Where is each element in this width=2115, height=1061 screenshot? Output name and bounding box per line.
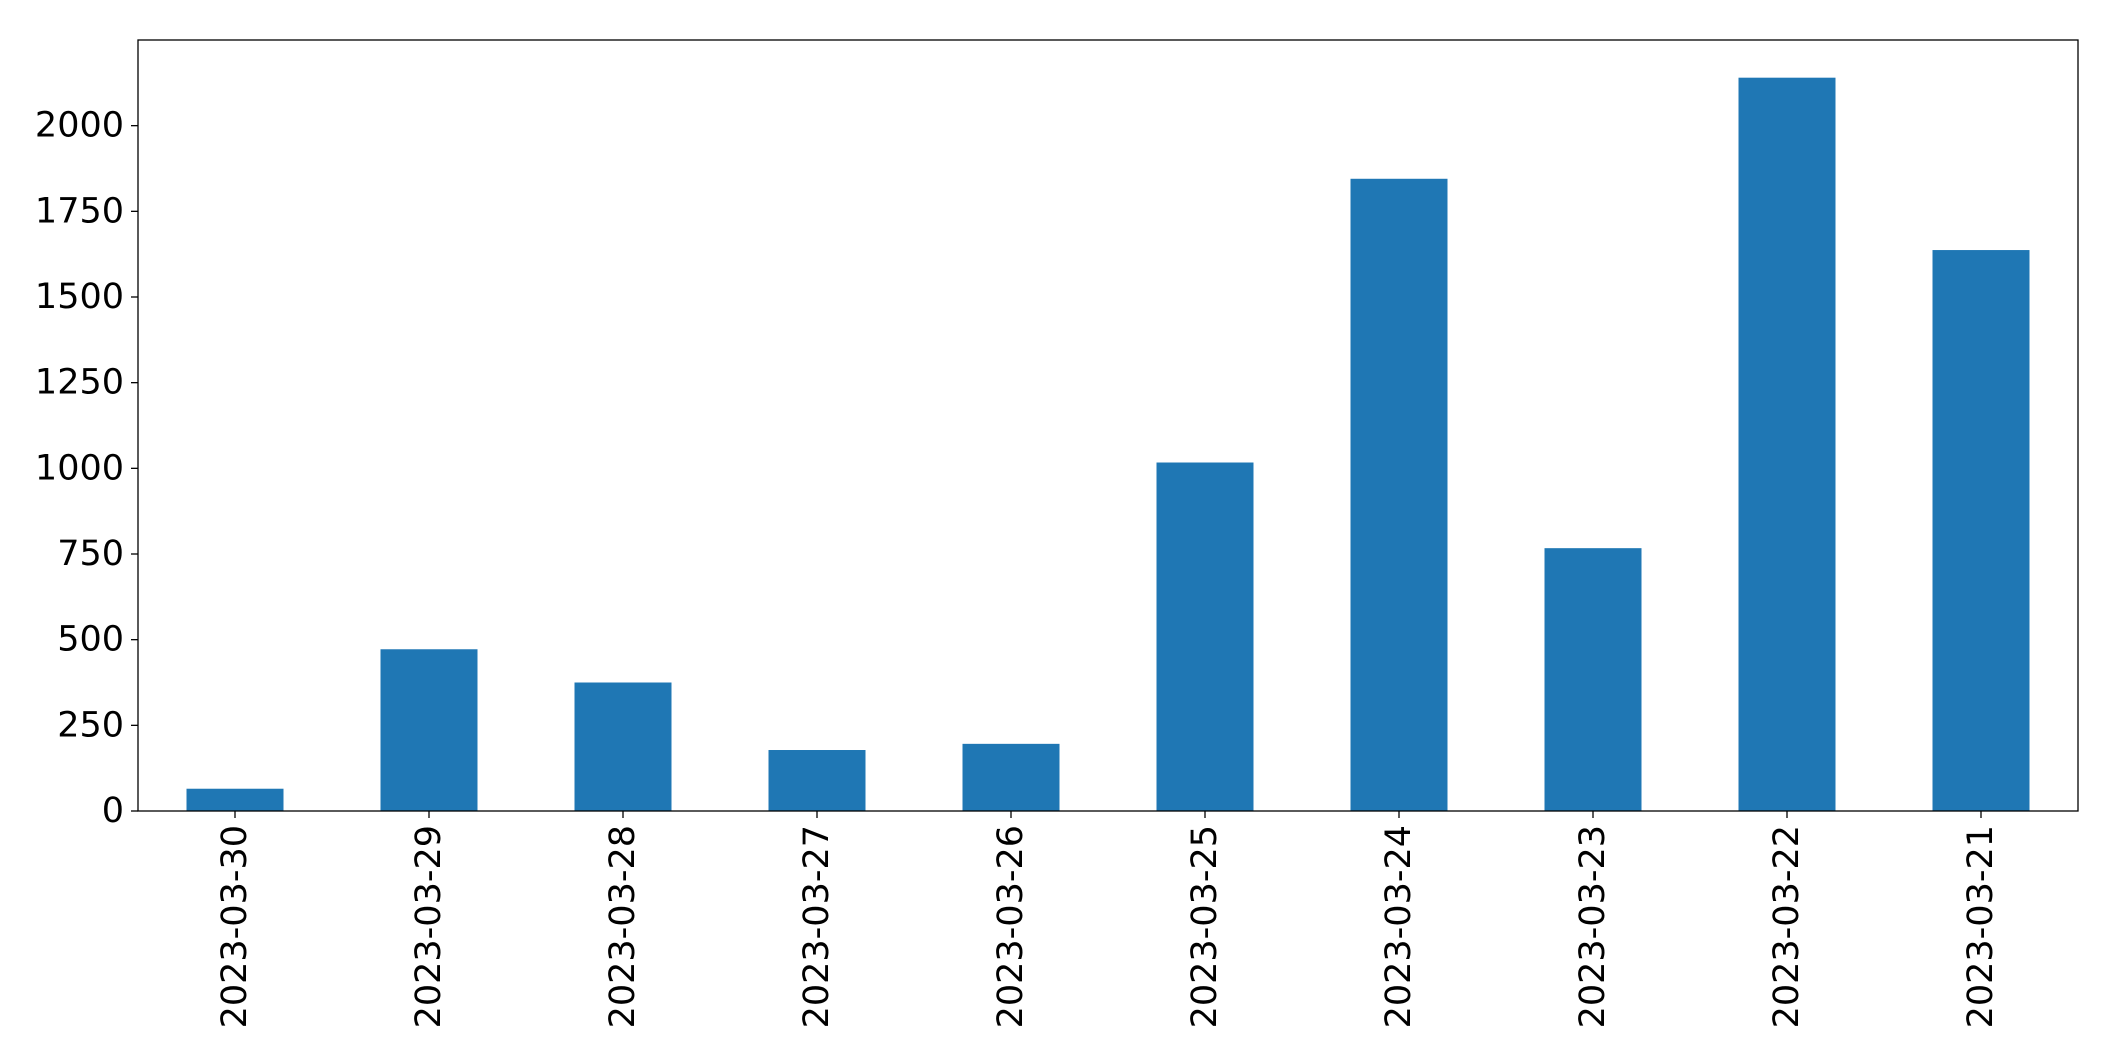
y-tick-label: 2000 <box>35 106 124 146</box>
bar-2023-03-21 <box>1932 250 2030 812</box>
x-tick-label: 2023-03-24 <box>1379 825 1419 1028</box>
x-tick-label: 2023-03-28 <box>603 825 643 1028</box>
x-tick-label: 2023-03-30 <box>215 825 255 1028</box>
bar-2023-03-24 <box>1350 178 1448 811</box>
y-tick-label: 250 <box>57 705 124 745</box>
y-tick-label: 1500 <box>35 277 124 317</box>
bars-layer <box>186 77 2030 812</box>
bar-2023-03-28 <box>574 682 672 811</box>
bar-2023-03-23 <box>1544 548 1642 811</box>
x-tick-label: 2023-03-25 <box>1185 825 1225 1028</box>
y-tick-label: 0 <box>102 791 124 831</box>
y-tick-label: 1250 <box>35 363 124 403</box>
x-tick-label: 2023-03-21 <box>1961 825 2001 1028</box>
bar-2023-03-29 <box>380 649 478 811</box>
x-tick-label: 2023-03-27 <box>797 825 837 1028</box>
y-tick-label: 750 <box>57 534 124 574</box>
x-tick-label: 2023-03-22 <box>1767 825 1807 1028</box>
bar-2023-03-30 <box>186 788 284 811</box>
bar-2023-03-22 <box>1738 77 1836 811</box>
x-tick-label: 2023-03-23 <box>1573 825 1613 1028</box>
x-axis-ticks: 2023-03-30 2023-03-29 2023-03-28 2023-03-27… <box>215 811 2001 1028</box>
axes-layer <box>137 39 2079 812</box>
y-axis-ticks: 0 250 500 750 1000 1250 1500 1750 2000 <box>35 106 138 831</box>
y-tick-label: 500 <box>57 620 124 660</box>
bar-2023-03-27 <box>768 750 866 811</box>
y-tick-label: 1000 <box>35 448 124 488</box>
bar-2023-03-25 <box>1156 462 1254 811</box>
y-tick-label: 1750 <box>35 191 124 231</box>
x-tick-label: 2023-03-26 <box>991 825 1031 1028</box>
bar-2023-03-26 <box>962 743 1060 811</box>
plot-frame <box>137 39 2079 812</box>
x-tick-label: 2023-03-29 <box>409 825 449 1028</box>
